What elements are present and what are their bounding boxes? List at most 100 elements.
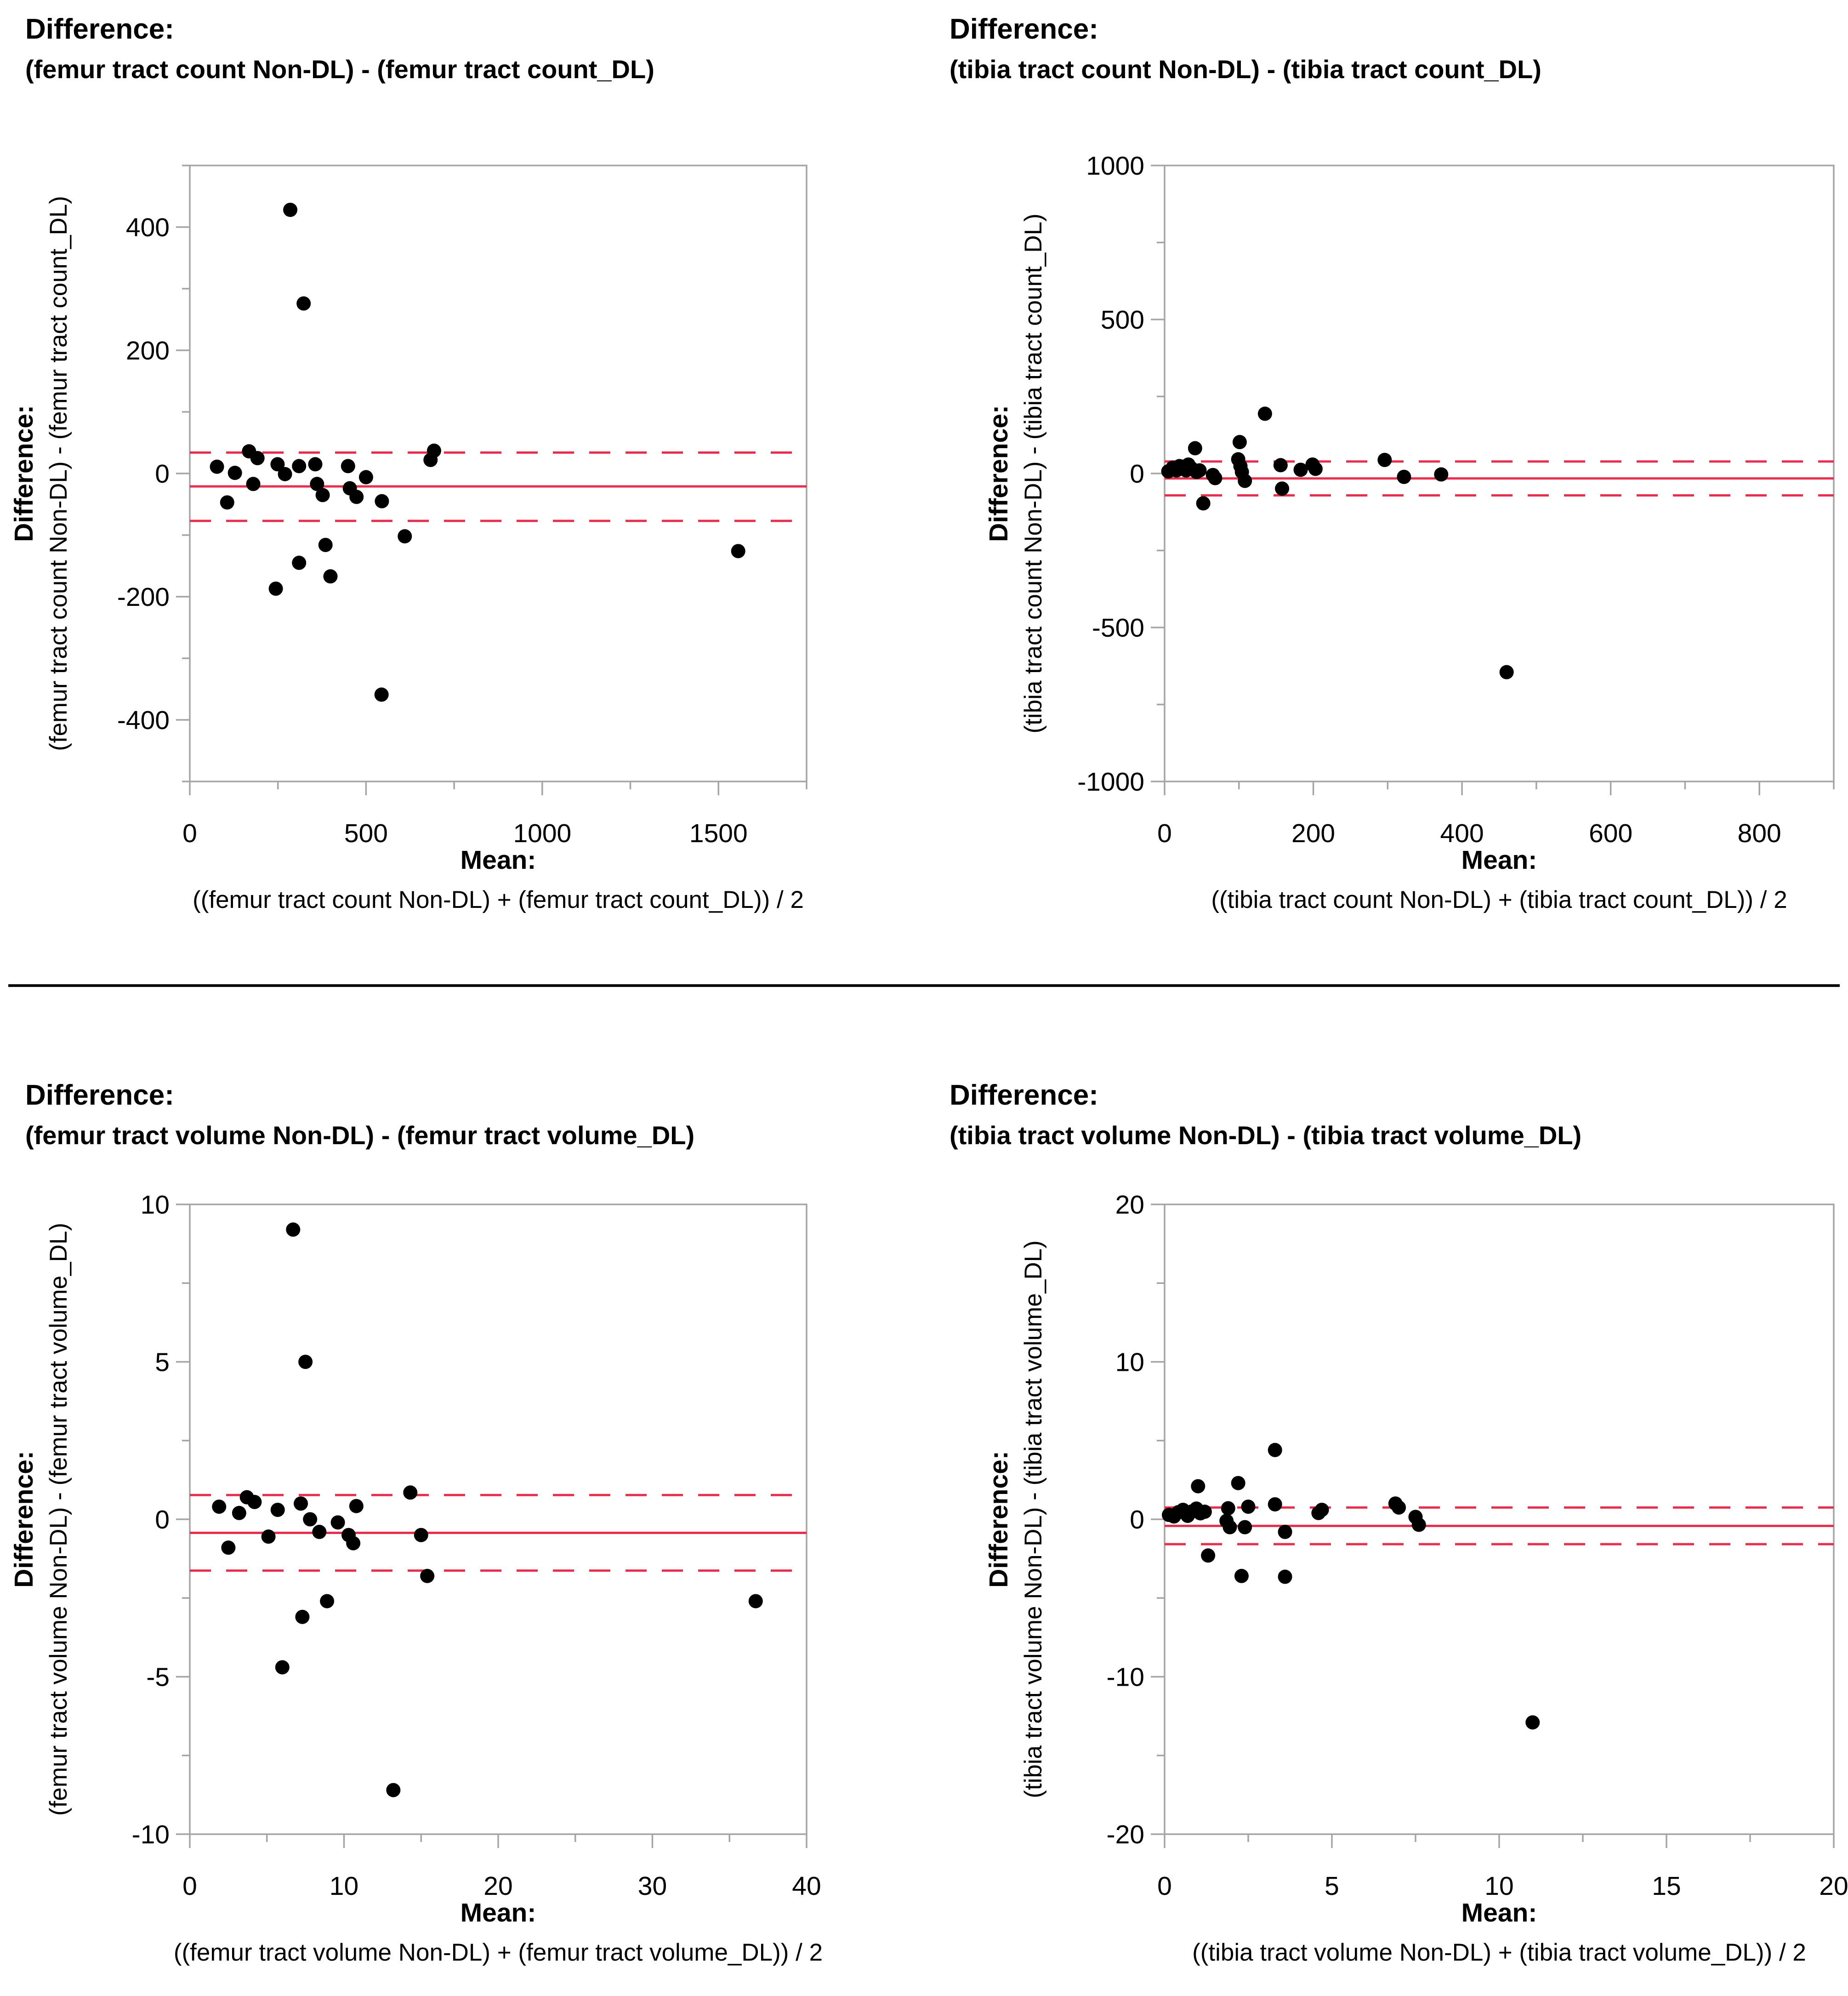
data-point[interactable] <box>303 1512 318 1527</box>
y-tick-label: -1000 <box>1077 767 1144 797</box>
data-point[interactable] <box>1392 1500 1406 1515</box>
bland-altman-femur-volume-chart: Difference: (femur tract volume Non-DL) … <box>0 1010 924 1996</box>
x-axis-label-bold: Mean: <box>461 1898 536 1928</box>
data-point[interactable] <box>1257 406 1272 421</box>
data-point[interactable] <box>1238 473 1252 488</box>
data-point[interactable] <box>1278 1524 1292 1539</box>
data-point[interactable] <box>1293 462 1308 477</box>
data-point[interactable] <box>308 457 323 472</box>
data-point[interactable] <box>1268 1497 1282 1511</box>
data-point[interactable] <box>250 451 265 465</box>
plot-frame <box>1164 1203 1835 1835</box>
data-point[interactable] <box>270 1502 285 1517</box>
data-point[interactable] <box>358 470 373 485</box>
x-axis-label-formula: ((tibia tract count Non-DL) + (tibia tra… <box>1211 886 1787 913</box>
data-point[interactable] <box>386 1783 401 1797</box>
data-point[interactable] <box>232 1506 246 1520</box>
y-axis-label-bold: Difference: <box>9 405 39 542</box>
data-point[interactable] <box>1234 1568 1249 1583</box>
data-point[interactable] <box>1377 453 1392 468</box>
data-point[interactable] <box>212 1500 227 1514</box>
data-point[interactable] <box>312 1524 327 1539</box>
y-axis-label-formula: (femur tract count Non-DL) - (femur trac… <box>45 196 72 751</box>
data-point[interactable] <box>1197 1505 1212 1519</box>
data-point[interactable] <box>261 1529 276 1544</box>
data-point[interactable] <box>283 202 298 217</box>
data-point[interactable] <box>1231 1476 1245 1490</box>
data-point[interactable] <box>349 490 364 504</box>
y-tick-label: 5 <box>155 1348 170 1377</box>
bland-altman-femur-count-chart: Difference: (femur tract count Non-DL) -… <box>0 0 924 986</box>
data-point[interactable] <box>278 467 292 481</box>
data-point[interactable] <box>341 459 355 473</box>
data-point[interactable] <box>1273 458 1288 473</box>
data-point[interactable] <box>1221 1501 1235 1516</box>
data-point[interactable] <box>1278 1569 1292 1584</box>
data-point[interactable] <box>1192 463 1207 478</box>
data-point[interactable] <box>247 1494 262 1509</box>
data-point[interactable] <box>1434 467 1449 482</box>
data-point[interactable] <box>292 459 307 473</box>
data-point[interactable] <box>1208 471 1223 485</box>
data-point[interactable] <box>210 459 224 474</box>
x-tick-label: 40 <box>792 1871 821 1901</box>
y-axis-label-bold: Difference: <box>984 1451 1013 1588</box>
data-point[interactable] <box>221 1540 236 1555</box>
x-tick-label: 800 <box>1738 819 1781 848</box>
data-point[interactable] <box>286 1222 301 1237</box>
x-axis-label-bold: Mean: <box>1461 1898 1537 1928</box>
data-point[interactable] <box>1223 1520 1237 1534</box>
data-point[interactable] <box>349 1499 364 1513</box>
data-point[interactable] <box>1308 462 1323 476</box>
data-point[interactable] <box>318 537 333 552</box>
data-point[interactable] <box>374 687 389 702</box>
data-point[interactable] <box>375 494 389 508</box>
data-point[interactable] <box>270 457 285 472</box>
data-point[interactable] <box>420 1568 435 1583</box>
data-point[interactable] <box>323 569 338 584</box>
data-point[interactable] <box>1411 1517 1426 1532</box>
data-point[interactable] <box>1268 1443 1282 1457</box>
data-point[interactable] <box>315 488 330 502</box>
data-point[interactable] <box>1188 441 1202 456</box>
data-point[interactable] <box>403 1485 418 1500</box>
x-tick-label: 5 <box>1325 1871 1339 1901</box>
data-point[interactable] <box>731 544 745 559</box>
data-point[interactable] <box>320 1594 335 1608</box>
x-axis-label-bold: Mean: <box>461 845 536 875</box>
data-point[interactable] <box>1196 496 1211 511</box>
data-point[interactable] <box>310 477 324 491</box>
plot-canvas: 0 200 400 600 800 -1000 -500 0 500 1000 Differenc… <box>984 151 1835 913</box>
data-point[interactable] <box>748 1594 763 1608</box>
data-point[interactable] <box>1238 1520 1252 1534</box>
data-point[interactable] <box>275 1660 290 1675</box>
data-point[interactable] <box>1241 1500 1256 1514</box>
data-point[interactable] <box>296 296 311 311</box>
y-tick-label: -5 <box>146 1663 170 1692</box>
y-tick-label: 500 <box>1101 305 1144 335</box>
data-point[interactable] <box>246 477 261 491</box>
chart-title: Difference: <box>950 13 1098 45</box>
data-point[interactable] <box>298 1355 313 1369</box>
data-point[interactable] <box>346 1536 361 1551</box>
data-point[interactable] <box>414 1528 428 1542</box>
y-axis-label-formula: (femur tract volume Non-DL) - (femur tra… <box>45 1223 72 1816</box>
data-point[interactable] <box>1191 1479 1205 1494</box>
data-point[interactable] <box>295 1609 310 1624</box>
data-point[interactable] <box>1525 1715 1540 1730</box>
data-point[interactable] <box>268 582 283 596</box>
data-point[interactable] <box>294 1496 308 1511</box>
data-point[interactable] <box>1201 1548 1216 1563</box>
data-point[interactable] <box>227 466 242 480</box>
data-point[interactable] <box>423 453 438 468</box>
data-point[interactable] <box>220 495 234 510</box>
data-point[interactable] <box>1499 665 1514 679</box>
data-point[interactable] <box>292 555 307 570</box>
data-point[interactable] <box>330 1515 345 1530</box>
data-point[interactable] <box>1232 435 1247 450</box>
data-point[interactable] <box>398 529 412 544</box>
data-point[interactable] <box>1397 469 1411 484</box>
y-tick-label: -20 <box>1107 1820 1144 1849</box>
data-point[interactable] <box>1314 1502 1329 1517</box>
data-point[interactable] <box>1275 481 1290 496</box>
